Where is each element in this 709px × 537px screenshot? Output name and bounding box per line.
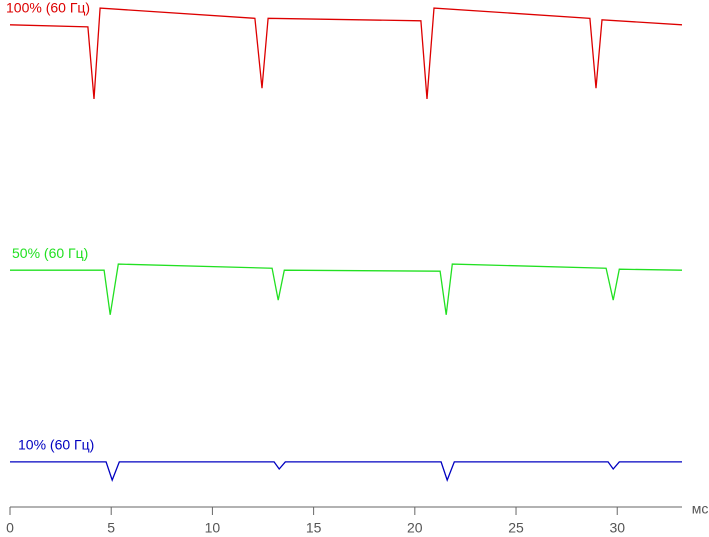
series-label: 100% (60 Гц) (6, 0, 90, 16)
series-label: 50% (60 Гц) (12, 245, 88, 261)
x-tick-label: 10 (205, 520, 221, 536)
line (10, 263, 683, 315)
x-tick-label: 0 (6, 520, 14, 536)
x-tick-label: 30 (609, 520, 625, 536)
x-tick-label: 5 (107, 520, 115, 536)
x-tick-label: 25 (508, 520, 524, 536)
line (9, 7, 683, 99)
x-tick-label: 20 (407, 520, 423, 536)
series-label: 10% (60 Гц) (18, 437, 94, 453)
x-tick-label: 15 (306, 520, 322, 536)
x-axis-unit: мс (692, 501, 709, 517)
line (10, 461, 682, 483)
